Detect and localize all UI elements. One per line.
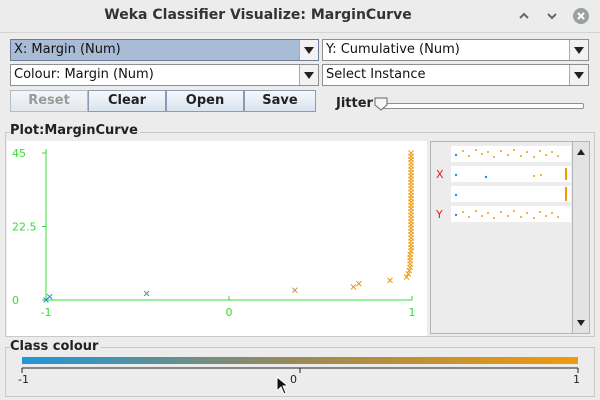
attribute-bar-2: [451, 166, 571, 182]
minimize-icon[interactable]: [516, 8, 532, 24]
attribute-bar-3: [451, 186, 571, 202]
jitter-slider-handle[interactable]: [374, 97, 388, 111]
attribute-panel: X Y: [430, 141, 590, 334]
scatter-plot[interactable]: -1 0 1 0 22.5 45: [7, 141, 427, 336]
data-point: [387, 277, 393, 284]
class-colour-panel: [5, 347, 595, 397]
data-point: [46, 293, 53, 300]
x-tick-label: 0: [226, 306, 233, 319]
data-point: [405, 271, 412, 277]
class-colour-min-label: -1: [18, 373, 29, 386]
y-tick-label: 22.5: [12, 221, 37, 234]
attribute-scrollbar[interactable]: [572, 142, 589, 333]
class-colour-title: Class colour: [10, 339, 101, 354]
y-axis-select[interactable]: Y: Cumulative (Num): [322, 39, 589, 61]
chevron-down-icon[interactable]: [569, 40, 588, 60]
class-colour-scale: -1 0 1: [18, 367, 580, 386]
reset-button[interactable]: Reset: [10, 90, 88, 112]
instance-value: Select Instance: [326, 67, 426, 82]
y-axis-value: Y: Cumulative (Num): [326, 42, 460, 57]
attribute-bar-4: [451, 206, 571, 222]
x-tick-label: 1: [409, 306, 416, 319]
plot-title: Plot:MarginCurve: [10, 123, 140, 138]
class-colour-gradient: [22, 357, 578, 364]
data-point: [292, 287, 298, 294]
data-point: [350, 284, 357, 290]
data-point: [406, 267, 413, 274]
chevron-down-icon[interactable]: [569, 65, 588, 85]
data-point: [408, 150, 414, 156]
scroll-up-icon: [577, 149, 585, 155]
title-bar: Weka Classifier Visualize: MarginCurve: [0, 0, 600, 33]
maximize-icon[interactable]: [544, 8, 560, 24]
x-tick-label: -1: [41, 306, 52, 319]
save-button[interactable]: Save: [244, 90, 316, 112]
data-point: [403, 274, 410, 280]
y-marker: Y: [435, 208, 443, 221]
x-axis-select[interactable]: X: Margin (Num): [10, 39, 319, 61]
data-point: [356, 280, 362, 287]
open-button[interactable]: Open: [166, 90, 244, 112]
mouse-cursor-icon: [276, 375, 290, 400]
y-tick-label: 0: [12, 294, 19, 307]
x-marker: X: [436, 168, 444, 181]
colour-select[interactable]: Colour: Margin (Num): [10, 64, 319, 86]
jitter-slider-track[interactable]: [380, 103, 584, 109]
colour-value: Colour: Margin (Num): [14, 67, 154, 82]
plot-panel: [5, 132, 595, 337]
clear-button[interactable]: Clear: [88, 90, 166, 112]
data-point: [143, 290, 150, 297]
jitter-label: Jitter: [336, 96, 373, 111]
attribute-bar-1: [451, 146, 571, 162]
scroll-down-icon: [577, 320, 585, 326]
class-colour-mid-label: 0: [290, 373, 297, 386]
data-point: [407, 251, 414, 258]
x-axis-value: X: Margin (Num): [14, 42, 121, 57]
close-icon[interactable]: [573, 8, 589, 24]
instance-select[interactable]: Select Instance: [322, 64, 589, 86]
class-colour-max-label: 1: [573, 373, 580, 386]
window-title: Weka Classifier Visualize: MarginCurve: [104, 7, 412, 23]
y-tick-label: 45: [12, 147, 26, 160]
chevron-down-icon[interactable]: [299, 40, 318, 60]
chevron-down-icon[interactable]: [299, 65, 318, 85]
